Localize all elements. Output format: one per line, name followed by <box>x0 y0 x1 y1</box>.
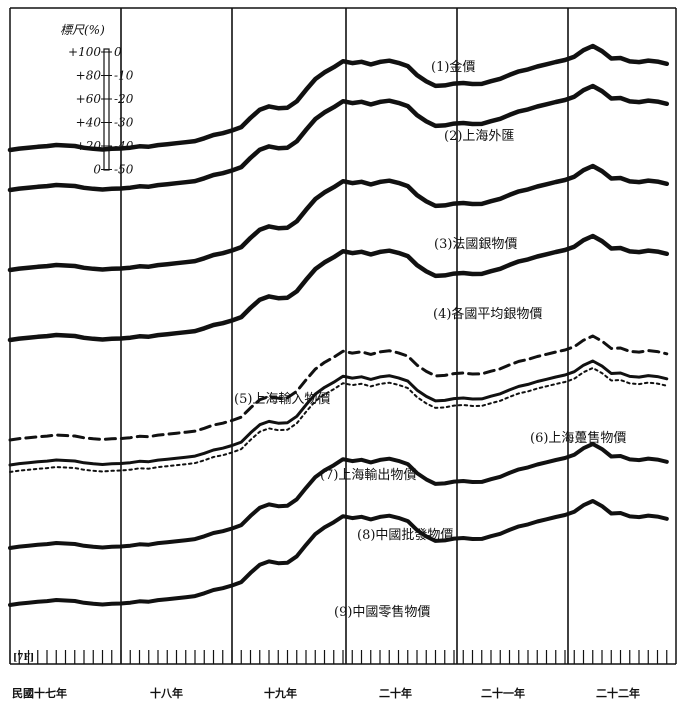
scale-left-tick: +40 <box>76 116 102 130</box>
series-line <box>7 83 670 193</box>
year-label: 十八年 <box>150 686 183 700</box>
year-gridlines <box>120 8 569 664</box>
year-label: 二十年 <box>379 686 412 700</box>
series-line <box>8 359 669 467</box>
series-line <box>7 43 670 153</box>
year-label: 民國十七年 <box>12 686 67 700</box>
label-avg-silver-price: (4)各國平均銀物價 <box>433 306 542 322</box>
series-line <box>7 233 670 343</box>
scale-legend: 標尺(%) +100 0 +80 -10 +60 -20 +40 -30 +20 -40 0 -50 <box>60 23 134 177</box>
year-label: 十九年 <box>264 686 297 700</box>
label-shanghai-exchange: (2)上海外匯 <box>444 129 514 144</box>
chart-frame <box>9 7 677 665</box>
year-label: 二十二年 <box>596 686 640 700</box>
corner-label: [7F] <box>13 653 34 663</box>
scale-right-tick: -10 <box>114 69 134 83</box>
scale-left-tick: +80 <box>76 69 102 83</box>
scale-right-tick: -40 <box>114 139 134 153</box>
label-shanghai-export-price: (7)上海輸出物價 <box>320 468 416 483</box>
scale-title: 標尺(%) <box>60 23 105 37</box>
series-lines <box>7 43 670 607</box>
series-line <box>9 367 668 473</box>
scale-right-tick: -30 <box>114 116 134 130</box>
series-line <box>8 442 669 550</box>
scale-left-tick: +60 <box>76 92 102 106</box>
scale-left-tick: 0 <box>93 163 101 177</box>
label-shanghai-wholesale-price: (6)上海躉售物價 <box>530 430 626 446</box>
scale-right-tick: 0 <box>114 45 122 59</box>
series-line <box>7 163 670 273</box>
label-gold-price: (1)金價 <box>431 59 475 75</box>
scale-left-tick: +20 <box>76 139 102 153</box>
series-line <box>8 499 669 607</box>
year-labels: 民國十七年 十八年 十九年 二十年 二十一年 二十二年 <box>12 686 640 700</box>
scale-right-tick: -50 <box>114 163 134 177</box>
scale-right-tick: -20 <box>114 92 134 106</box>
label-china-wholesale-price: (8)中國批發物價 <box>357 528 453 543</box>
scale-left-tick: +100 <box>68 45 101 59</box>
label-china-retail-price: (9)中國零售物價 <box>334 604 430 620</box>
series-labels: (1)金價 (2)上海外匯 (3)法國銀物價 (4)各國平均銀物價 (5)上海輸… <box>234 59 626 620</box>
label-french-silver-price: (3)法國銀物價 <box>434 237 517 252</box>
month-ticks <box>9 650 668 664</box>
year-label: 二十一年 <box>481 686 525 700</box>
scale-ticks: +100 0 +80 -10 +60 -20 +40 -30 +20 -40 0 -50 <box>68 45 134 177</box>
label-shanghai-import-price: (5)上海輸入物價 <box>234 392 330 407</box>
scale-bar <box>103 48 110 171</box>
series-line <box>8 334 669 442</box>
